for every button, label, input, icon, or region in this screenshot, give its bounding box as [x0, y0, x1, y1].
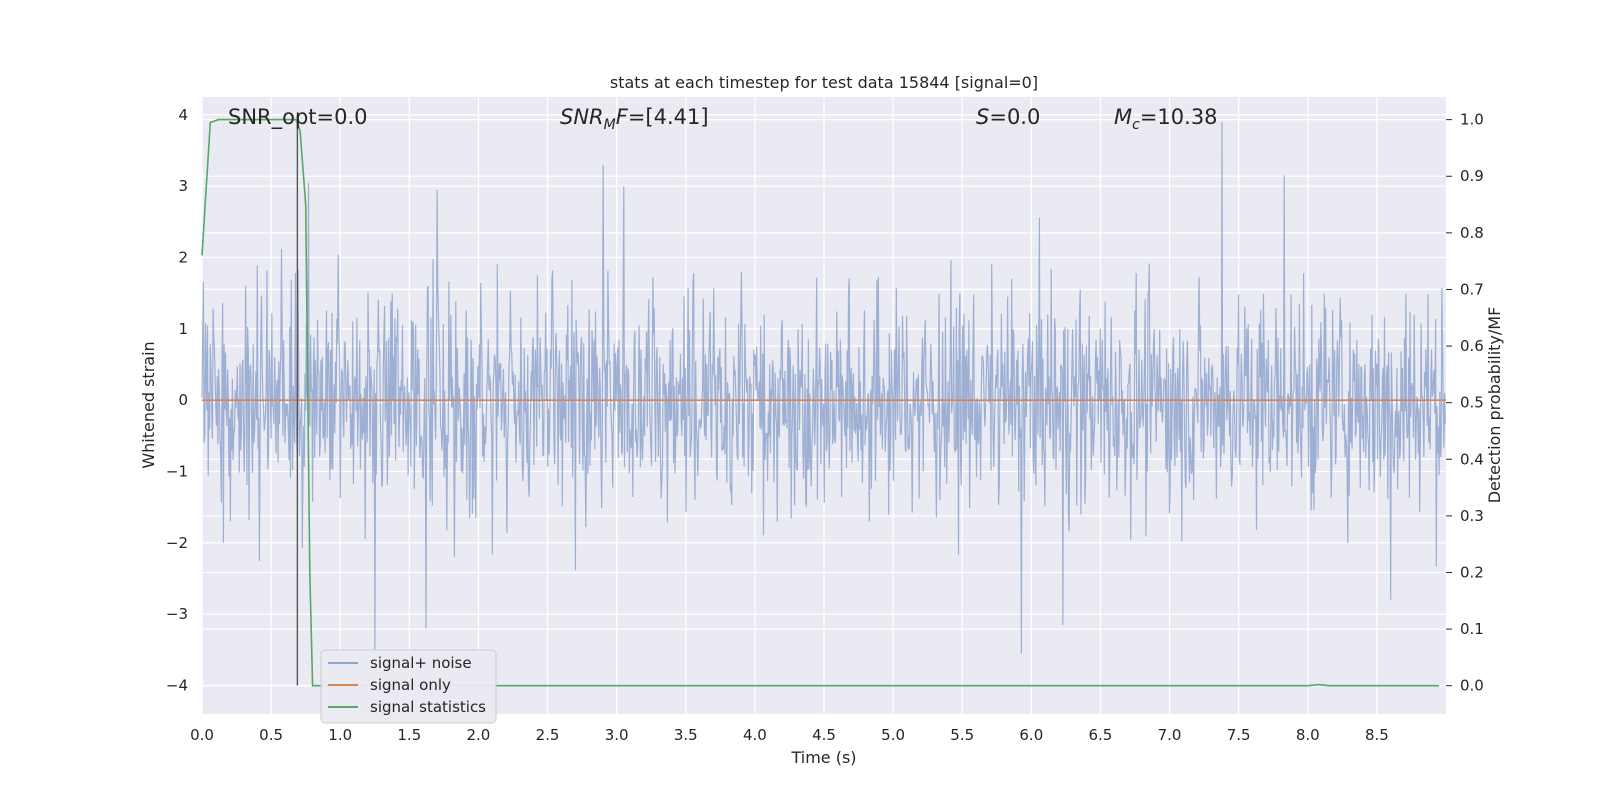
y2-tick-label: 0.4 [1460, 450, 1484, 468]
chart-title: stats at each timestep for test data 158… [610, 73, 1038, 92]
x-ticks: 0.0 0.5 1.0 1.5 2.0 2.5 3.0 3.5 4.0 4.5 5.0 5.5 6.0 6… [190, 726, 1389, 744]
x-tick-label: 7.5 [1227, 726, 1251, 744]
x-tick-label: 6.0 [1019, 726, 1043, 744]
x-tick-label: 0.5 [259, 726, 283, 744]
x-tick-label: 3.5 [674, 726, 698, 744]
y2-tick-label: 0.6 [1460, 337, 1484, 355]
x-tick-label: 6.5 [1089, 726, 1113, 744]
x-axis-label: Time (s) [790, 748, 856, 767]
stats-line [201, 118, 1440, 687]
x-tick-label: 1.0 [328, 726, 352, 744]
y-tick-label: −1 [166, 462, 188, 480]
x-tick-label: 5.0 [881, 726, 905, 744]
x-tick-label: 4.0 [743, 726, 767, 744]
y2-ticks: 1.0 0.9 0.8 0.7 0.6 0.5 0.4 0.3 0.2 0.1 0.0 [1446, 111, 1484, 695]
x-tick-label: 7.0 [1158, 726, 1182, 744]
y-tick-label: 3 [178, 177, 188, 195]
y-ticks: 4 3 2 1 0 −1 −2 −3 −4 [166, 106, 188, 695]
x-tick-label: 1.5 [397, 726, 421, 744]
y2-axis-label: Detection probability/MF [1485, 307, 1504, 504]
annotation-snr-opt: SNR_opt=0.0 [228, 105, 368, 130]
legend-box [320, 649, 497, 724]
noise-line [201, 121, 1447, 654]
x-tick-label: 2.0 [467, 726, 491, 744]
y2-tick-label: 0.3 [1460, 507, 1484, 525]
y-tick-label: 0 [178, 391, 188, 409]
x-tick-label: 8.0 [1296, 726, 1320, 744]
y-tick-label: −4 [166, 676, 188, 694]
legend: signal+ noise signal only signal statist… [320, 649, 497, 724]
annotation-s: S=0.0 [976, 105, 1040, 129]
legend-label-noise: signal+ noise [370, 654, 472, 672]
x-tick-label: 4.5 [812, 726, 836, 744]
legend-label-stats: signal statistics [370, 698, 486, 716]
y2-tick-label: 1.0 [1460, 111, 1484, 129]
legend-label-signal: signal only [370, 676, 451, 694]
series-signal-statistics [201, 118, 1440, 687]
y-tick-label: 1 [178, 320, 188, 338]
y-axis-label: Whitened strain [139, 341, 158, 468]
x-tick-label: 3.0 [605, 726, 629, 744]
y2-tick-label: 0.5 [1460, 394, 1484, 412]
x-tick-label: 5.5 [950, 726, 974, 744]
y-tick-label: −3 [166, 605, 188, 623]
y2-tick-label: 0.1 [1460, 620, 1484, 638]
y2-tick-label: 0.2 [1460, 563, 1484, 581]
y2-tick-label: 0.8 [1460, 224, 1484, 242]
y2-tick-label: 0.0 [1460, 677, 1484, 695]
y-tick-label: 2 [178, 248, 188, 266]
y-tick-label: −2 [166, 534, 188, 552]
annotation-mc: Mc=10.38 [1114, 105, 1218, 133]
y-tick-label: 4 [178, 106, 188, 124]
x-tick-label: 8.5 [1365, 726, 1389, 744]
annotation-snr-mf: SNRMF=[4.41] [560, 105, 709, 133]
x-tick-label: 0.0 [190, 726, 214, 744]
y2-tick-label: 0.7 [1460, 280, 1484, 298]
x-tick-label: 2.5 [536, 726, 560, 744]
series-signal-noise [201, 121, 1447, 654]
y2-tick-label: 0.9 [1460, 167, 1484, 185]
